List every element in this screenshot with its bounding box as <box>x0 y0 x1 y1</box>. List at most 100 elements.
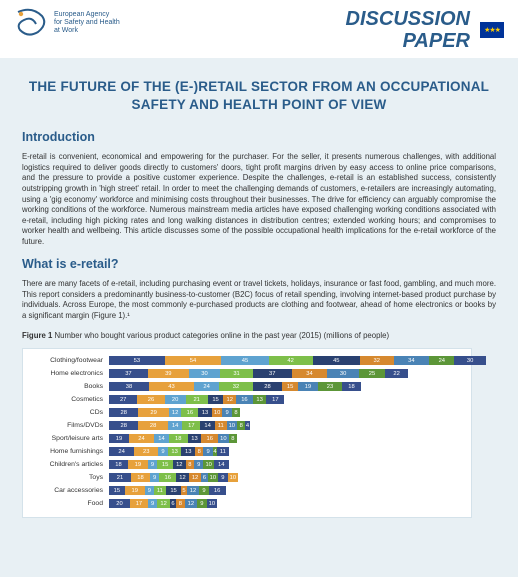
chart-segment: 19 <box>109 434 129 443</box>
chart-segment: 42 <box>269 356 313 365</box>
document-type: DISCUSSION PAPER <box>346 8 470 52</box>
doc-type-l1: DISCUSSION <box>346 8 470 30</box>
content: THE FUTURE OF THE (E-)RETAIL SECTOR FROM… <box>0 58 518 528</box>
chart-row: Cosmetics272620211512161317 <box>31 394 463 406</box>
chart-segment: 31 <box>220 369 253 378</box>
chart-row-bars: 272620211512161317 <box>109 395 284 404</box>
chart-row-bars: 181991512891014 <box>109 460 229 469</box>
chart-row-label: Home electronics <box>31 370 109 377</box>
chart-segment: 10 <box>218 434 229 443</box>
chart-row-bars: 384324322815192318 <box>109 382 361 391</box>
chart-segment: 32 <box>219 382 253 391</box>
chart-segment: 30 <box>189 369 221 378</box>
chart-segment: 23 <box>134 447 158 456</box>
chart-segment: 17 <box>182 421 200 430</box>
chart-segment: 10 <box>212 408 223 417</box>
chart-segment: 27 <box>109 395 137 404</box>
chart-segment: 38 <box>109 382 149 391</box>
chart-segment: 13 <box>198 408 212 417</box>
chart-segment: 8 <box>237 421 245 430</box>
chart-row: Toys21189161212610910 <box>31 472 463 484</box>
chart-row: Films/DVDs2828141714111084 <box>31 420 463 432</box>
chart-row: Home electronics373930313734302522 <box>31 368 463 380</box>
chart-segment: 37 <box>109 369 148 378</box>
chart-segment: 13 <box>168 447 182 456</box>
intro-heading: Introduction <box>22 130 496 144</box>
chart-segment: 8 <box>195 447 203 456</box>
chart-segment: 16 <box>209 486 226 495</box>
chart-segment: 10 <box>207 499 218 508</box>
chart-row: Home furnishings24239131389411 <box>31 446 463 458</box>
chart-row: Children's articles181991512891014 <box>31 459 463 471</box>
agency-name-l3: at Work <box>54 27 120 35</box>
chart-segment: 28 <box>109 408 138 417</box>
agency-logo-group: European Agency for Safety and Health at… <box>14 8 120 38</box>
chart-row-label: Films/DVDs <box>31 422 109 429</box>
chart-segment: 37 <box>253 369 292 378</box>
chart-segment: 16 <box>181 408 198 417</box>
chart-segment: 28 <box>109 421 138 430</box>
chart-row-bars: 2828141714111084 <box>109 421 250 430</box>
chart-segment: 19 <box>298 382 318 391</box>
page-title: THE FUTURE OF THE (E-)RETAIL SECTOR FROM… <box>22 78 496 114</box>
chart-segment: 24 <box>129 434 154 443</box>
chart-segment: 34 <box>292 369 328 378</box>
chart-segment: 14 <box>168 421 183 430</box>
chart-segment: 12 <box>169 408 182 417</box>
figure-chart: Clothing/footwear535445424532342430Home … <box>22 348 472 518</box>
header-right: DISCUSSION PAPER ★★★ <box>346 8 504 52</box>
chart-segment: 9 <box>203 447 212 456</box>
chart-segment: 9 <box>148 460 157 469</box>
chart-segment: 9 <box>145 486 154 495</box>
chart-row: Books384324322815192318 <box>31 381 463 393</box>
intro-body: E-retail is convenient, economical and e… <box>22 152 496 247</box>
chart-segment: 9 <box>199 486 208 495</box>
chart-segment: 19 <box>128 460 148 469</box>
chart-segment: 18 <box>169 434 188 443</box>
chart-segment: 45 <box>221 356 268 365</box>
chart-segment: 25 <box>359 369 385 378</box>
chart-row: Car accessories151991115512916 <box>31 485 463 497</box>
chart-segment: 12 <box>176 473 189 482</box>
chart-segment: 8 <box>229 434 237 443</box>
chart-segment: 15 <box>166 486 182 495</box>
chart-segment: 12 <box>185 499 198 508</box>
chart-segment: 15 <box>109 486 125 495</box>
chart-row-bars: 28291216131098 <box>109 408 240 417</box>
chart-segment: 11 <box>215 421 227 430</box>
chart-segment: 12 <box>157 499 170 508</box>
eu-flag-icon: ★★★ <box>480 22 504 38</box>
chart-segment: 9 <box>194 460 203 469</box>
figure-caption-bold: Figure 1 <box>22 331 52 340</box>
chart-segment: 10 <box>227 421 238 430</box>
chart-segment: 53 <box>109 356 165 365</box>
chart-segment: 22 <box>385 369 408 378</box>
chart-segment: 13 <box>188 434 202 443</box>
chart-segment: 9 <box>197 499 206 508</box>
chart-segment: 39 <box>148 369 189 378</box>
chart-row-label: Books <box>31 383 109 390</box>
figure-caption: Figure 1 Number who bought various produ… <box>22 331 496 342</box>
chart-row: CDs28291216131098 <box>31 407 463 419</box>
chart-row-bars: 535445424532342430 <box>109 356 486 365</box>
chart-segment: 17 <box>130 499 148 508</box>
chart-row-label: CDs <box>31 409 109 416</box>
chart-segment: 20 <box>165 395 186 404</box>
chart-segment: 16 <box>159 473 176 482</box>
chart-segment: 18 <box>131 473 150 482</box>
chart-segment: 19 <box>125 486 145 495</box>
chart-segment: 10 <box>203 460 214 469</box>
chart-row-bars: 373930313734302522 <box>109 369 408 378</box>
chart-segment: 13 <box>253 395 267 404</box>
chart-segment: 15 <box>157 460 173 469</box>
chart-segment: 28 <box>253 382 282 391</box>
chart-segment: 30 <box>327 369 359 378</box>
chart-segment: 14 <box>200 421 215 430</box>
chart-segment: 17 <box>266 395 284 404</box>
chart-segment: 43 <box>149 382 194 391</box>
agency-name-l2: for Safety and Health <box>54 19 120 27</box>
chart-segment: 18 <box>342 382 361 391</box>
chart-segment: 45 <box>313 356 360 365</box>
chart-segment: 9 <box>150 473 159 482</box>
chart-segment: 15 <box>208 395 224 404</box>
